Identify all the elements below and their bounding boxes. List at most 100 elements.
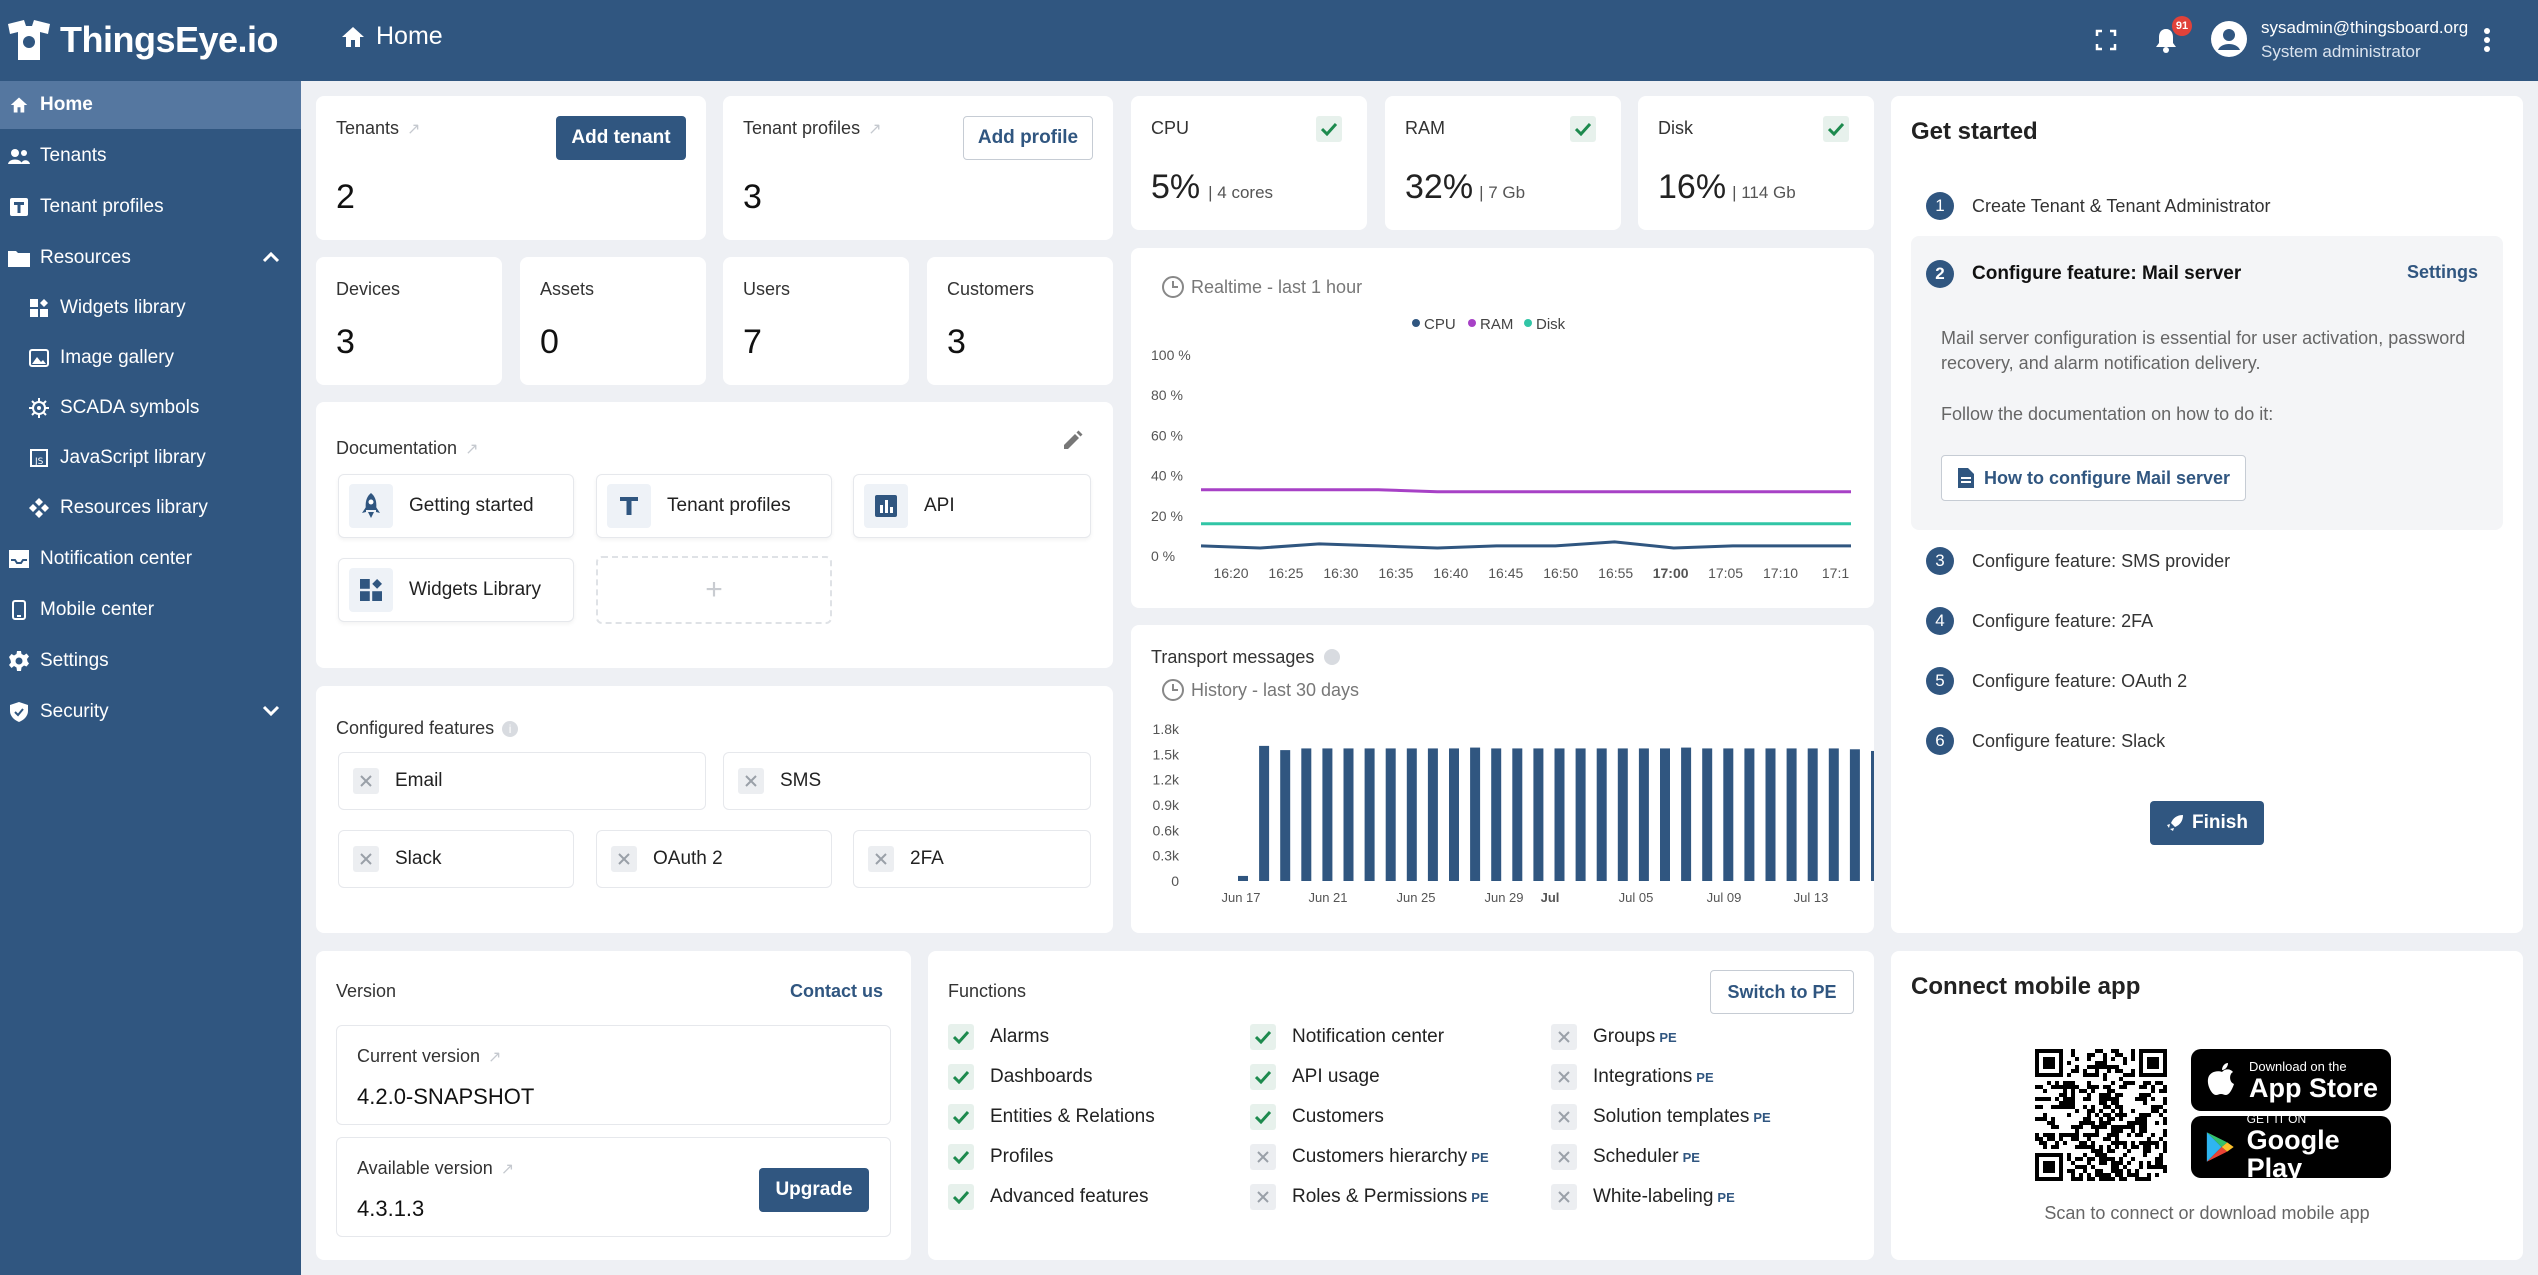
sidebar-item-label: Home xyxy=(40,94,93,115)
breadcrumb: Home xyxy=(340,22,443,51)
disk-label: Disk xyxy=(1658,118,1693,138)
legend-item-ram[interactable]: RAM xyxy=(1468,316,1513,333)
bar xyxy=(1744,748,1755,881)
y-tick-label: 0.6k xyxy=(1153,822,1180,838)
legend-item-disk[interactable]: Disk xyxy=(1524,316,1566,333)
ram-label: RAM xyxy=(1405,118,1445,138)
disk-detail: | 114 Gb xyxy=(1732,183,1796,202)
sidebar-item-notification-center[interactable]: Notification center xyxy=(0,535,301,583)
google-play-badge[interactable]: GET IT ON Google Play xyxy=(2191,1112,2391,1182)
tenants-card: Tenants ↗ 2 Add tenant xyxy=(316,96,706,240)
customers-card[interactable]: Customers 3 xyxy=(927,257,1113,385)
doc-tile-getting-started[interactable]: Getting started xyxy=(338,474,574,538)
avatar[interactable] xyxy=(2210,20,2248,58)
documentation-link[interactable]: Documentation ↗ xyxy=(336,438,478,459)
info-icon[interactable]: i xyxy=(502,720,519,737)
close-icon xyxy=(868,846,894,872)
feature-sms[interactable]: SMS xyxy=(723,752,1091,810)
step-slack[interactable]: 6 Configure feature: Slack xyxy=(1926,727,2165,755)
doc-tile-tenant-profiles[interactable]: Tenant profiles xyxy=(596,474,832,538)
logo[interactable]: ThingsEye.io xyxy=(4,14,294,66)
x-tick-label: 17:10 xyxy=(1763,565,1798,581)
sidebar-item-resources-library[interactable]: Resources library xyxy=(0,484,301,532)
more-vert-icon[interactable] xyxy=(2480,26,2494,54)
x-tick-label: 17:00 xyxy=(1653,565,1689,581)
contact-us-link[interactable]: Contact us xyxy=(790,981,884,1001)
sidebar-item-scada-symbols[interactable]: SCADA symbols xyxy=(0,384,301,432)
finish-button[interactable]: Finish xyxy=(2150,801,2264,845)
legend-label: CPU xyxy=(1424,316,1456,333)
step-sms-provider[interactable]: 3 Configure feature: SMS provider xyxy=(1926,547,2230,575)
switch-to-pe-button[interactable]: Switch to PE xyxy=(1710,970,1854,1014)
y-tick-label: 0 xyxy=(1171,873,1179,889)
devices-card[interactable]: Devices 3 xyxy=(316,257,502,385)
function-item: Customers xyxy=(1250,1104,1384,1130)
bell-icon[interactable] xyxy=(2153,26,2179,54)
add-profile-button[interactable]: Add profile xyxy=(963,116,1093,160)
sidebar-item-mobile-center[interactable]: Mobile center xyxy=(0,586,301,634)
available-version-link[interactable]: Available version ↗ xyxy=(357,1158,514,1179)
tenant-profile-icon xyxy=(607,484,651,528)
legend-item-cpu[interactable]: CPU xyxy=(1412,316,1456,333)
step-2fa[interactable]: 4 Configure feature: 2FA xyxy=(1926,607,2153,635)
add-tenant-button[interactable]: Add tenant xyxy=(556,116,686,160)
upgrade-button[interactable]: Upgrade xyxy=(759,1168,869,1212)
chevron-up-icon xyxy=(262,247,280,269)
y-tick-label: 100 % xyxy=(1151,347,1191,363)
doc-tile-api[interactable]: API xyxy=(853,474,1091,538)
users-card[interactable]: Users 7 xyxy=(723,257,909,385)
tenants-link[interactable]: Tenants ↗ xyxy=(336,118,420,139)
available-version-box: Available version ↗ 4.3.1.3 Upgrade xyxy=(336,1137,891,1237)
close-icon xyxy=(611,846,637,872)
step-oauth2[interactable]: 5 Configure feature: OAuth 2 xyxy=(1926,667,2187,695)
connect-mobile-card: Connect mobile app Download on the App S… xyxy=(1891,951,2523,1260)
sidebar-item-label: Widgets library xyxy=(60,297,186,318)
bar xyxy=(1660,748,1670,881)
functions-title: Functions xyxy=(948,981,1027,1001)
sidebar-item-image-gallery[interactable]: Image gallery xyxy=(0,334,301,382)
sidebar: Home Tenants Tenant profiles Resources W… xyxy=(0,81,301,1275)
rocket-icon xyxy=(2167,815,2184,831)
feature-2fa[interactable]: 2FA xyxy=(853,830,1091,888)
add-doc-link-button[interactable]: + xyxy=(596,556,832,624)
sidebar-item-tenant-profiles[interactable]: Tenant profiles xyxy=(0,183,301,231)
doc-tile-widgets-library[interactable]: Widgets Library xyxy=(338,558,574,622)
edit-icon[interactable] xyxy=(1061,428,1085,452)
feature-email[interactable]: Email xyxy=(338,752,706,810)
step-mail-server[interactable]: 2 Configure feature: Mail server xyxy=(1926,260,2241,288)
check-icon xyxy=(1250,1024,1276,1050)
image-icon xyxy=(28,347,50,369)
step-create-tenant[interactable]: 1 Create Tenant & Tenant Administrator xyxy=(1926,192,2271,220)
feature-oauth2[interactable]: OAuth 2 xyxy=(596,830,832,888)
sidebar-item-security[interactable]: Security xyxy=(0,688,301,736)
sidebar-item-resources[interactable]: Resources xyxy=(0,234,301,282)
sidebar-item-settings[interactable]: Settings xyxy=(0,637,301,685)
app-store-badge[interactable]: Download on the App Store xyxy=(2191,1049,2391,1111)
sidebar-item-javascript-library[interactable]: JS JavaScript library xyxy=(0,434,301,482)
qr-code xyxy=(2035,1049,2167,1181)
current-version-link[interactable]: Current version ↗ xyxy=(357,1046,501,1067)
pe-badge: PE xyxy=(1682,1149,1700,1165)
function-item: Roles & Permissions PE xyxy=(1250,1184,1489,1210)
function-item: Groups PE xyxy=(1551,1024,1677,1050)
assets-card[interactable]: Assets 0 xyxy=(520,257,706,385)
mail-settings-link[interactable]: Settings xyxy=(2407,262,2479,282)
open-link-icon: ↗ xyxy=(868,121,882,138)
feature-slack[interactable]: Slack xyxy=(338,830,574,888)
tenant-profiles-link[interactable]: Tenant profiles ↗ xyxy=(743,118,881,139)
sidebar-item-widgets-library[interactable]: Widgets library xyxy=(0,284,301,332)
how-to-configure-mail-button[interactable]: How to configure Mail server xyxy=(1941,455,2246,501)
sidebar-item-label: Mobile center xyxy=(40,599,155,620)
bar xyxy=(1702,748,1713,881)
sidebar-item-label: Settings xyxy=(40,650,109,671)
sidebar-item-tenants[interactable]: Tenants xyxy=(0,132,301,180)
legend-label: Disk xyxy=(1536,316,1566,333)
sidebar-item-home[interactable]: Home xyxy=(0,81,301,129)
scada-icon xyxy=(28,397,50,419)
bar xyxy=(1259,745,1270,881)
document-icon xyxy=(1958,468,1974,488)
fullscreen-icon[interactable] xyxy=(2094,28,2118,52)
bar xyxy=(1554,748,1565,881)
available-version-value: 4.3.1.3 xyxy=(357,1196,425,1221)
widgets-icon xyxy=(28,297,50,319)
